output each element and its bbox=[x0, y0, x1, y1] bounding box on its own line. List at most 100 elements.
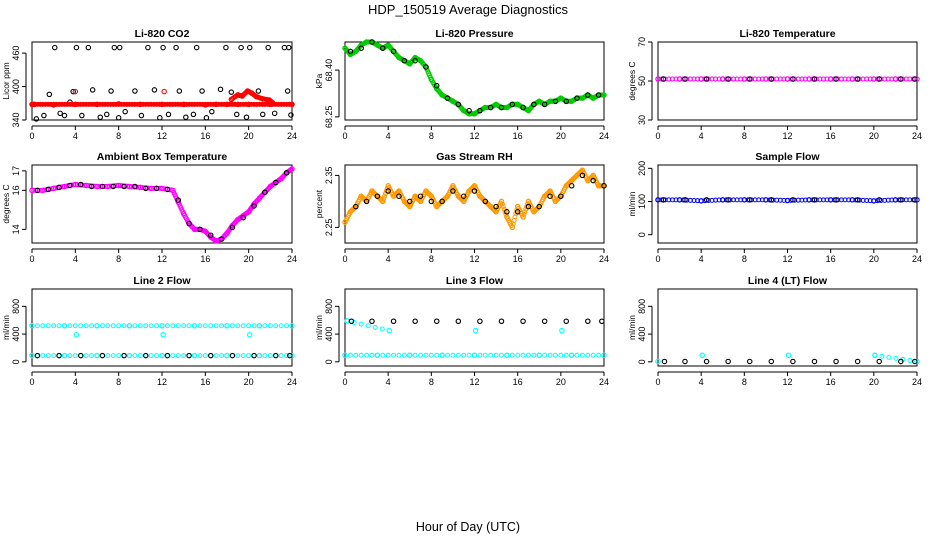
data-point-fill bbox=[267, 323, 273, 329]
x-tick-label: 0 bbox=[29, 377, 34, 387]
data-point-fill bbox=[116, 353, 122, 359]
data-point-fill bbox=[89, 323, 95, 329]
x-tick-label: 4 bbox=[73, 377, 78, 387]
data-point-fill bbox=[590, 352, 596, 358]
data-point bbox=[289, 166, 295, 172]
data-point bbox=[871, 76, 877, 82]
data-point bbox=[509, 101, 516, 108]
data-point-fill bbox=[558, 352, 564, 358]
data-point-fill bbox=[499, 201, 505, 207]
data-point bbox=[741, 197, 748, 203]
data-point-fill bbox=[552, 352, 558, 358]
data-point bbox=[682, 76, 688, 82]
data-point bbox=[590, 95, 596, 101]
data-point bbox=[444, 95, 451, 101]
data-point bbox=[746, 358, 753, 365]
data-point-fill bbox=[284, 323, 290, 329]
x-tick-label: 20 bbox=[244, 131, 254, 141]
data-point bbox=[145, 44, 151, 51]
series-average bbox=[348, 318, 605, 325]
data-point bbox=[579, 167, 586, 173]
data-point bbox=[209, 108, 215, 115]
data-point bbox=[406, 203, 413, 210]
data-point bbox=[768, 76, 775, 82]
data-point bbox=[267, 183, 274, 190]
series-raw bbox=[655, 197, 920, 204]
data-point-fill bbox=[498, 352, 504, 358]
x-tick-label: 8 bbox=[742, 254, 747, 264]
data-point bbox=[72, 181, 79, 188]
panel-2: Li-820 Temperature 0 4 8 12 16 20 24 30 50 70 degre… bbox=[627, 28, 922, 141]
data-point-fill bbox=[72, 323, 78, 329]
data-point bbox=[73, 44, 80, 51]
data-point bbox=[725, 197, 731, 203]
data-point bbox=[390, 193, 397, 199]
y-axis: 68.25 68.40 bbox=[324, 59, 340, 128]
data-point bbox=[579, 95, 586, 101]
x-tick-label: 24 bbox=[912, 254, 922, 264]
data-point bbox=[768, 358, 775, 365]
data-point bbox=[531, 209, 537, 215]
data-point bbox=[251, 201, 257, 207]
data-point bbox=[45, 186, 51, 193]
data-point bbox=[876, 76, 882, 82]
data-point bbox=[460, 107, 467, 114]
data-point-fill bbox=[137, 323, 143, 329]
x-tick-label: 4 bbox=[699, 377, 704, 387]
data-point-fill bbox=[278, 353, 284, 359]
y-tick-label: 0 bbox=[11, 359, 21, 364]
series-average bbox=[347, 39, 602, 114]
x-tick-label: 16 bbox=[200, 254, 210, 264]
data-point bbox=[104, 111, 110, 118]
data-point bbox=[520, 104, 526, 111]
x-tick-label: 16 bbox=[513, 254, 523, 264]
data-point bbox=[585, 177, 591, 184]
series-line-low bbox=[342, 352, 607, 358]
data-point bbox=[164, 352, 171, 359]
data-point bbox=[401, 198, 408, 205]
data-point bbox=[281, 44, 288, 51]
data-point bbox=[471, 352, 478, 358]
x-tick-label: 4 bbox=[73, 131, 78, 141]
data-point-fill bbox=[56, 323, 62, 329]
y-axis: 0 400 800 bbox=[324, 299, 340, 364]
data-point bbox=[97, 114, 104, 120]
data-point bbox=[240, 212, 247, 219]
x-tick-label: 0 bbox=[655, 254, 660, 264]
plot-frame bbox=[657, 164, 918, 244]
data-point bbox=[183, 114, 189, 120]
data-point bbox=[412, 54, 418, 61]
data-point bbox=[558, 193, 564, 199]
data-point bbox=[601, 352, 607, 358]
data-point bbox=[514, 101, 521, 108]
data-point bbox=[406, 352, 413, 358]
data-point bbox=[132, 88, 138, 94]
data-point bbox=[110, 183, 117, 190]
data-point-fill bbox=[353, 352, 359, 358]
data-point bbox=[574, 95, 580, 101]
plot-frame bbox=[657, 288, 918, 367]
x-tick-label: 20 bbox=[869, 377, 879, 387]
data-point bbox=[160, 332, 166, 338]
y-tick-label: 200 bbox=[637, 161, 647, 176]
data-point bbox=[217, 86, 224, 93]
plot-frame bbox=[344, 41, 605, 121]
data-point-fill bbox=[240, 353, 246, 359]
data-point bbox=[854, 358, 861, 365]
data-point-fill bbox=[893, 355, 899, 361]
data-point bbox=[439, 92, 445, 98]
x-tick-label: 24 bbox=[287, 377, 297, 387]
data-point bbox=[450, 183, 456, 189]
x-tick-label: 0 bbox=[29, 254, 34, 264]
data-point-fill bbox=[170, 323, 176, 329]
data-point bbox=[719, 76, 726, 82]
data-point bbox=[143, 185, 149, 192]
data-point bbox=[105, 183, 111, 190]
data-point bbox=[514, 203, 521, 210]
data-point bbox=[199, 88, 205, 94]
plot-frame bbox=[344, 164, 605, 244]
data-point bbox=[682, 197, 688, 203]
data-point bbox=[412, 318, 418, 325]
